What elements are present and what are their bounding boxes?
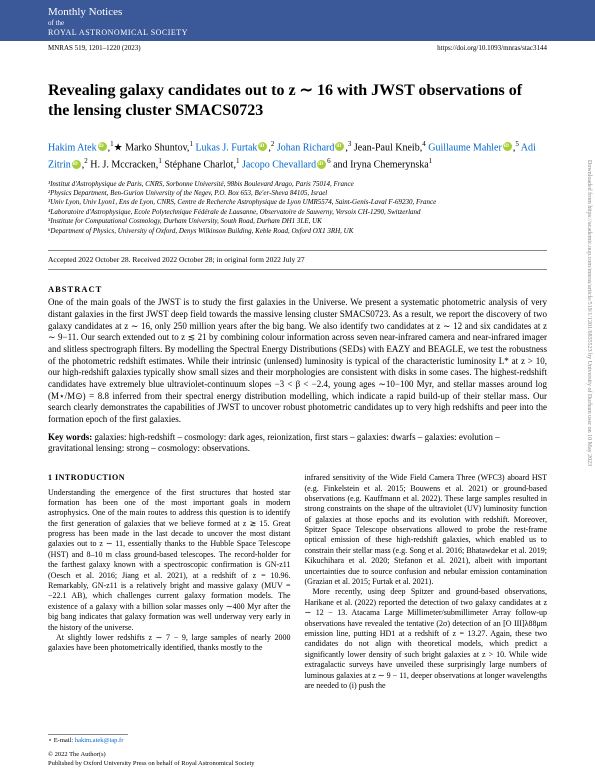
- intro-p2: At slightly lower redshifts z ∼ 7 − 9, l…: [48, 633, 291, 654]
- author-shuntov: Marko Shuntov,: [125, 142, 189, 153]
- author-richard[interactable]: Johan Richard: [277, 142, 335, 153]
- author-charlot: Stéphane Charlot,: [164, 160, 236, 171]
- author-list: Hakim Atek,1★ Marko Shuntov,1 Lukas J. F…: [48, 139, 547, 174]
- corresponding-star-icon: ★: [114, 142, 123, 153]
- affiliation-2: ²Physics Department, Ben-Gurion Universi…: [48, 189, 547, 198]
- footer-rule: [48, 734, 128, 735]
- affiliation-6: ⁶Department of Physics, University of Ox…: [48, 227, 547, 236]
- email-label: ⋆ E-mail:: [48, 737, 75, 744]
- orcid-icon[interactable]: [503, 142, 512, 151]
- keywords-text: galaxies: high-redshift – cosmology: dar…: [48, 432, 500, 454]
- intro-p4: More recently, using deep Spitzer and gr…: [305, 587, 548, 691]
- corresponding-email[interactable]: hakim.atek@iap.fr: [75, 737, 124, 744]
- affiliation-1: ¹Institut d'Astrophysique de Paris, CNRS…: [48, 180, 547, 189]
- page-footer: ⋆ E-mail: hakim.atek@iap.fr © 2022 The A…: [48, 734, 547, 768]
- author-and: and: [333, 160, 347, 171]
- right-column: infrared sensitivity of the Wide Field C…: [305, 473, 548, 691]
- journal-header: Monthly Notices of the ROYAL ASTRONOMICA…: [0, 0, 595, 41]
- author-atek[interactable]: Hakim Atek: [48, 142, 97, 153]
- affiliation-3: ³Univ Lyon, Univ Lyon1, Ens de Lyon, CNR…: [48, 198, 547, 207]
- manuscript-dates: Accepted 2022 October 28. Received 2022 …: [48, 250, 547, 269]
- journal-society: ROYAL ASTRONOMICAL SOCIETY: [48, 28, 547, 38]
- orcid-icon[interactable]: [335, 142, 344, 151]
- orcid-icon[interactable]: [317, 160, 326, 169]
- author-chevallard[interactable]: Jacopo Chevallard: [242, 160, 316, 171]
- doi-link[interactable]: https://doi.org/10.1093/mnras/stac3144: [437, 44, 547, 53]
- abstract-body: One of the main goals of the JWST is to …: [48, 297, 547, 426]
- affiliation-5: ⁵Institute for Computational Cosmology, …: [48, 217, 547, 226]
- orcid-icon[interactable]: [72, 160, 81, 169]
- author-furtak[interactable]: Lukas J. Furtak: [195, 142, 257, 153]
- intro-heading: 1 INTRODUCTION: [48, 473, 291, 483]
- author-mccracken: H. J. Mccracken,: [90, 160, 158, 171]
- orcid-icon[interactable]: [98, 142, 107, 151]
- orcid-icon[interactable]: [258, 142, 267, 151]
- journal-title: Monthly Notices: [48, 6, 547, 19]
- affiliations: ¹Institut d'Astrophysique de Paris, CNRS…: [48, 180, 547, 237]
- download-attribution: Downloaded from https://academic.oup.com…: [585, 160, 593, 660]
- author-mahler[interactable]: Guillaume Mahler: [428, 142, 502, 153]
- paper-title: Revealing galaxy candidates out to z ∼ 1…: [48, 81, 547, 121]
- copyright-line: © 2022 The Author(s): [48, 751, 547, 759]
- affiliation-4: ⁴Laboratoire d'Astrophysique, Ecole Poly…: [48, 208, 547, 217]
- publisher-line: Published by Oxford University Press on …: [48, 760, 547, 768]
- keywords: Key words: galaxies: high-redshift – cos…: [48, 432, 547, 455]
- abstract-heading: ABSTRACT: [48, 284, 547, 295]
- citation-text: MNRAS 519, 1201–1220 (2023): [48, 44, 141, 53]
- body-columns: 1 INTRODUCTION Understanding the emergen…: [48, 473, 547, 691]
- intro-p1: Understanding the emergence of the first…: [48, 488, 291, 633]
- intro-p3: infrared sensitivity of the Wide Field C…: [305, 473, 548, 587]
- author-chemerynska: Iryna Chemerynska: [350, 160, 429, 171]
- author-kneib: Jean-Paul Kneib,: [354, 142, 422, 153]
- journal-subtitle: of the: [48, 19, 547, 27]
- left-column: 1 INTRODUCTION Understanding the emergen…: [48, 473, 291, 691]
- citation-row: MNRAS 519, 1201–1220 (2023) https://doi.…: [0, 41, 595, 53]
